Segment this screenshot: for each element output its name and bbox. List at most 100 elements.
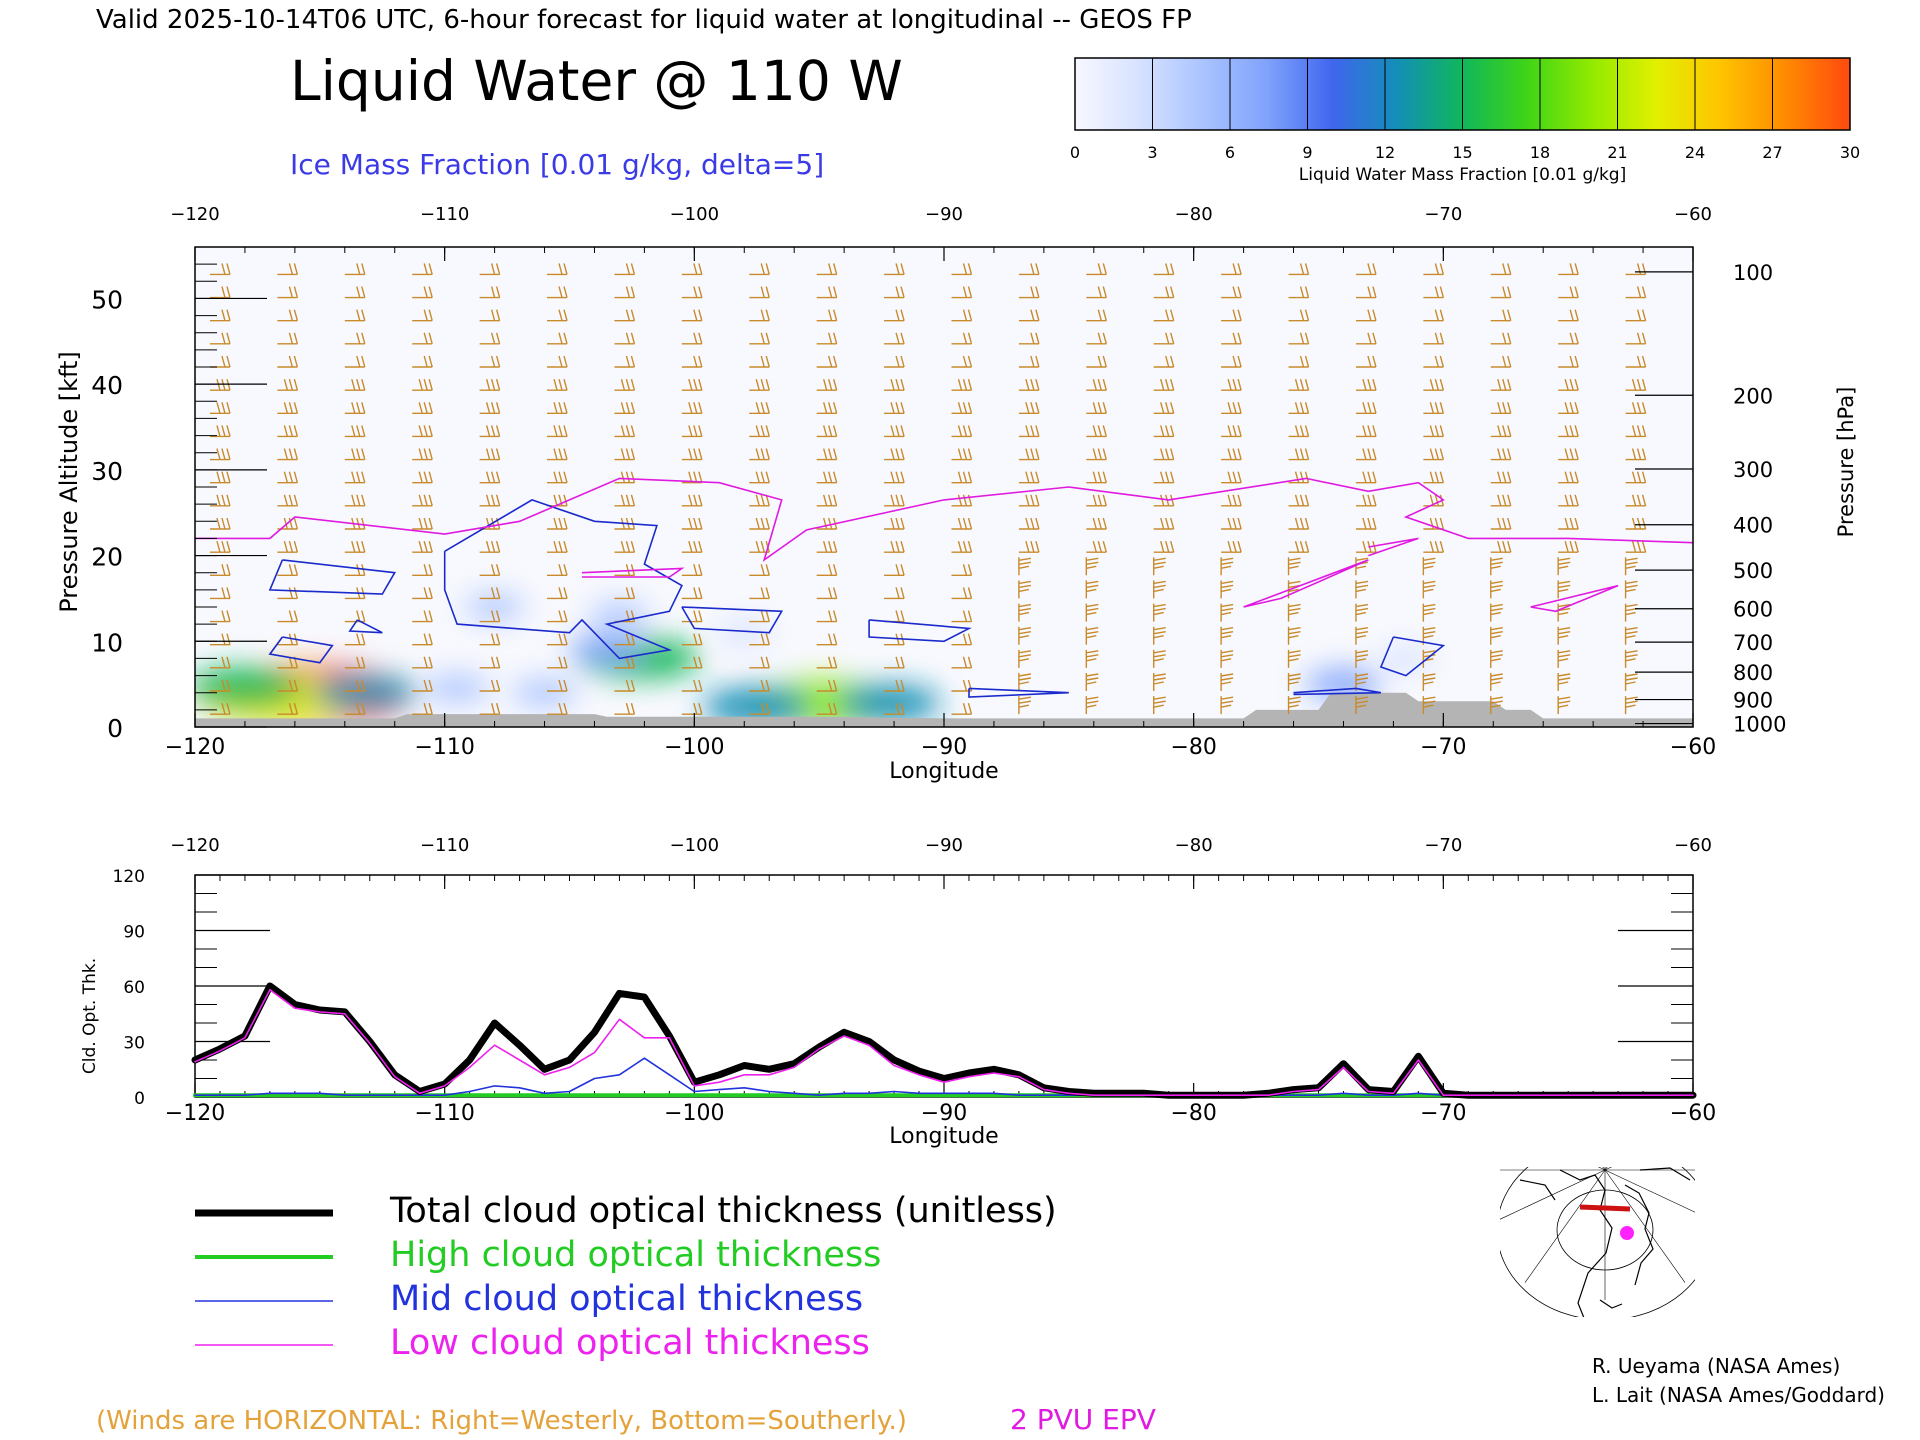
colorbar-label: Liquid Water Mass Fraction [0.01 g/kg]	[1299, 165, 1626, 185]
wind-barb	[1355, 603, 1369, 622]
ice-contour	[268, 559, 397, 595]
wind-barb	[1355, 402, 1377, 414]
wind-barb	[479, 355, 501, 368]
wind-barb	[1085, 673, 1099, 691]
wind-barb	[884, 402, 905, 414]
wind-barb	[884, 587, 905, 600]
wind-barb	[1221, 309, 1242, 322]
wind-barb	[412, 332, 433, 345]
wind-barb	[816, 679, 838, 692]
wind-barb	[1422, 557, 1436, 576]
x-tick-label-top: −80	[1175, 835, 1213, 856]
colorbar-tick-label: 18	[1530, 143, 1550, 162]
epv-2pvu-island	[1368, 537, 1419, 557]
epv-2pvu-island	[581, 567, 685, 578]
wind-barb	[344, 402, 366, 414]
wind-barb	[1288, 263, 1310, 276]
x-tick-label-top: −80	[1175, 204, 1213, 225]
wind-barbs	[209, 263, 1647, 715]
wind-barb	[1558, 378, 1579, 391]
liquid-water-blobs	[195, 594, 1433, 727]
liquid-water-blob	[837, 684, 941, 722]
wind-barb	[209, 679, 231, 692]
chart-title: Liquid Water @ 110 W	[290, 49, 903, 113]
wind-barb	[1490, 448, 1512, 461]
wind-barb	[749, 679, 770, 692]
wind-barb	[1221, 402, 1242, 414]
wind-barb	[681, 471, 703, 484]
y-tick-label: 50	[91, 285, 123, 314]
valid-line: Valid 2025-10-14T06 UTC, 6-hour forecast…	[96, 5, 1192, 35]
wind-barb	[1423, 263, 1445, 276]
wind-barb	[479, 448, 501, 461]
wind-barb	[479, 517, 501, 530]
wind-barb	[1625, 332, 1647, 345]
wind-barb	[1018, 580, 1032, 599]
wind-barb	[1423, 309, 1445, 322]
wind-barb	[884, 286, 905, 299]
wind-barb	[1490, 580, 1503, 599]
wind-barb	[1490, 402, 1512, 414]
pressure-tick-label: 400	[1733, 514, 1773, 538]
wind-barb	[884, 494, 905, 507]
wind-barb	[1220, 649, 1234, 668]
wind-barb	[1287, 696, 1301, 715]
wind-barb	[884, 332, 905, 345]
wind-barb	[884, 263, 905, 276]
wind-barb	[547, 402, 568, 414]
wind-barb	[1221, 471, 1242, 484]
wind-barb	[1287, 603, 1301, 622]
wind-barb	[1086, 425, 1107, 438]
wind-barb	[412, 471, 433, 484]
wind-barb	[1085, 603, 1099, 622]
wind-barb	[1355, 448, 1377, 461]
colorbar-tick-label: 24	[1685, 143, 1705, 162]
wind-barb	[884, 471, 905, 484]
wind-barb	[1557, 626, 1571, 645]
wind-barb	[1355, 580, 1369, 599]
wind-barb	[816, 587, 838, 600]
wind-barb	[1018, 332, 1040, 345]
wind-barb	[277, 610, 299, 623]
wind-barb	[344, 471, 366, 484]
y-tick-label: 120	[113, 867, 145, 887]
wind-barb	[816, 355, 838, 368]
wind-barb	[1086, 402, 1107, 414]
wind-barb	[344, 378, 366, 391]
wind-barb	[1086, 494, 1107, 507]
wind-barb	[1355, 332, 1377, 345]
wind-barb	[277, 425, 299, 438]
y-tick-label: 30	[123, 1034, 145, 1054]
wind-barb	[951, 564, 973, 576]
lower-axes: −120 −120 −110 −110 −100 −100 −90 −90 −80 −80 −70 −…	[80, 835, 1716, 1149]
map-meridian	[1602, 1167, 1606, 1171]
wind-barb	[209, 610, 231, 623]
wind-barb	[1422, 626, 1436, 645]
wind-barb	[1153, 378, 1175, 391]
wind-barb	[344, 425, 366, 438]
wind-barb	[749, 633, 770, 646]
wind-barb	[1287, 649, 1301, 668]
wind-barb	[1153, 286, 1175, 299]
wind-barb	[816, 425, 838, 438]
wind-barb	[1625, 471, 1647, 484]
x-tick-label: −70	[1420, 1101, 1466, 1126]
map-meridian	[1604, 1169, 1686, 1283]
epv-2pvu-island	[1530, 584, 1619, 613]
wind-barb	[547, 286, 568, 299]
wind-barb	[1558, 332, 1579, 345]
wind-barb	[614, 540, 636, 553]
wind-barb	[547, 633, 568, 646]
wind-barb	[344, 679, 366, 692]
wind-barb	[1086, 332, 1107, 345]
wind-barb	[1018, 263, 1040, 276]
wind-barb	[816, 564, 838, 576]
wind-barb	[1355, 378, 1377, 391]
ice-contour	[1379, 636, 1446, 677]
wind-barb	[681, 448, 703, 461]
liquid-water-blob	[1305, 669, 1382, 700]
wind-barb	[681, 587, 703, 600]
wind-barb	[1558, 355, 1579, 368]
wind-barb	[1018, 286, 1040, 299]
wind-barb	[749, 378, 770, 391]
